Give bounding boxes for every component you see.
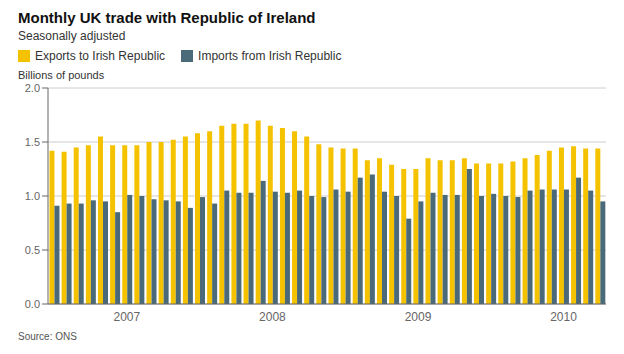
svg-text:0.0: 0.0 [25, 298, 40, 310]
svg-text:1.5: 1.5 [25, 136, 40, 148]
svg-text:0.5: 0.5 [25, 244, 40, 256]
svg-text:2007: 2007 [113, 310, 140, 324]
html-text:Source: ONS: Source: ONS [18, 331, 77, 342]
html-text:Monthly UK trade with Republic: Monthly UK trade with Republic of Irelan… [18, 9, 316, 26]
html-text:Billions of pounds: Billions of pounds [18, 69, 105, 81]
svg-text:2010: 2010 [550, 310, 577, 324]
html-text:Imports from Irish Republic: Imports from Irish Republic [198, 49, 342, 63]
svg-text:2008: 2008 [259, 310, 286, 324]
svg-text:1.0: 1.0 [25, 190, 40, 202]
html-text:Seasonally adjusted: Seasonally adjusted [18, 29, 126, 43]
html-text:Exports to Irish Republic: Exports to Irish Republic [35, 49, 166, 63]
svg-text:2009: 2009 [405, 310, 432, 324]
svg-text:2.0: 2.0 [25, 82, 40, 94]
